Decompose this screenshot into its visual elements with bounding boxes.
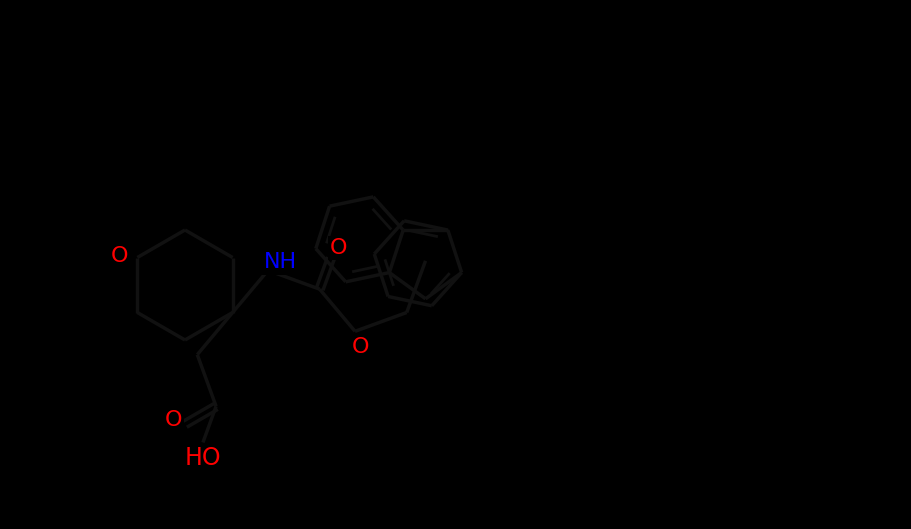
Text: O: O xyxy=(330,238,347,258)
Text: NH: NH xyxy=(263,252,296,272)
Text: O: O xyxy=(110,245,128,266)
Text: O: O xyxy=(164,410,181,430)
Text: HO: HO xyxy=(184,446,221,470)
Text: O: O xyxy=(351,338,368,357)
